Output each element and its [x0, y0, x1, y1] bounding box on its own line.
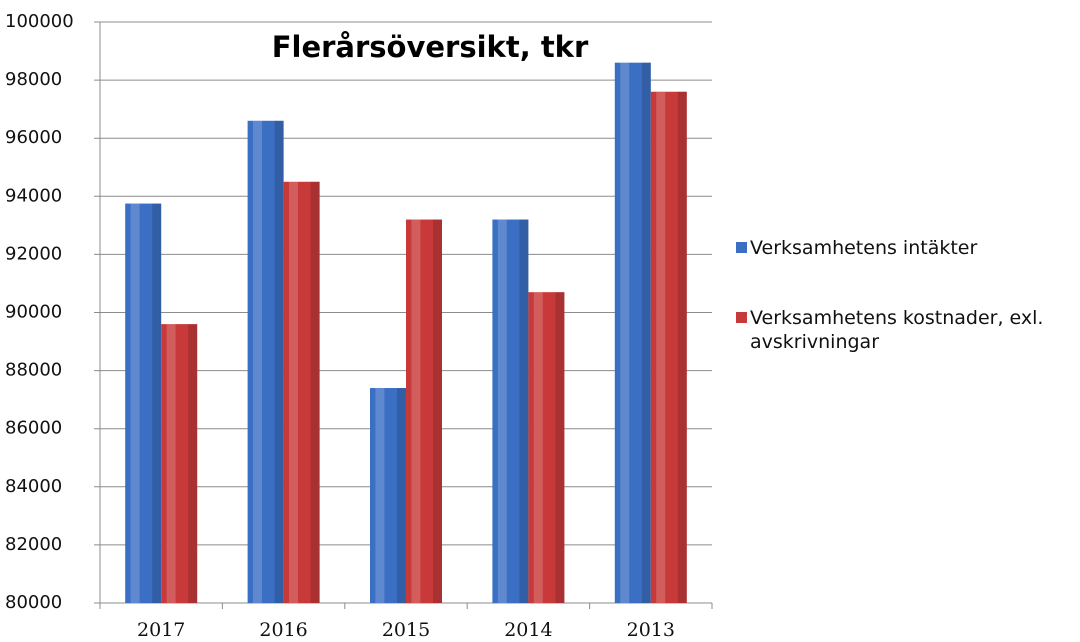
- y-tick-label: 98000: [5, 69, 62, 90]
- bar-highlight: [656, 91, 666, 603]
- x-tick-label: 2015: [382, 619, 430, 641]
- y-tick-label: 90000: [5, 302, 62, 323]
- bar: [614, 62, 651, 604]
- bar-highlight: [253, 120, 262, 604]
- bar: [528, 292, 565, 603]
- bar: [650, 91, 687, 603]
- bar-shade: [310, 181, 320, 603]
- x-tick-label: 2014: [504, 619, 552, 641]
- y-tick-label: 100000: [5, 11, 74, 32]
- bar-shade: [641, 62, 651, 604]
- y-tick-label: 80000: [5, 592, 62, 613]
- y-tick-label: 86000: [5, 418, 62, 439]
- x-tick-label: 2016: [259, 619, 307, 641]
- bar-shade: [397, 388, 406, 603]
- y-tick-label: 88000: [5, 360, 62, 381]
- bar-highlight: [375, 388, 385, 603]
- legend-item: Verksamhetens intäkter: [736, 236, 1076, 260]
- y-tick-label: 96000: [5, 127, 62, 148]
- bar-shade: [519, 219, 529, 604]
- x-tick-label: 2013: [627, 619, 675, 641]
- bar: [492, 219, 529, 604]
- bar: [406, 219, 442, 604]
- x-tick-label: 2017: [137, 619, 185, 641]
- legend-swatch: [736, 242, 747, 253]
- bar: [247, 120, 284, 604]
- legend-label: Verksamhetens intäkter: [750, 237, 978, 259]
- bar-highlight: [620, 62, 630, 604]
- bar-highlight: [411, 219, 421, 604]
- bar: [125, 203, 162, 603]
- bar: [370, 388, 406, 603]
- bar-highlight: [289, 181, 298, 603]
- chart-title: Flerårsöversikt, tkr: [272, 30, 589, 64]
- bar-shade: [433, 219, 442, 604]
- bar-shade: [274, 120, 284, 604]
- bar-highlight: [130, 203, 140, 603]
- y-tick-label: 84000: [5, 476, 62, 497]
- bar: [283, 181, 320, 603]
- bar-shade: [152, 203, 162, 603]
- bar-shade: [555, 292, 565, 603]
- y-tick-label: 82000: [5, 534, 62, 555]
- y-tick-label: 92000: [5, 243, 62, 264]
- bar-shade: [677, 91, 687, 603]
- bar-highlight: [497, 219, 507, 604]
- bar-highlight: [533, 292, 543, 603]
- legend-label: Verksamhetens kostnader, exl. avskrivnin…: [750, 307, 1044, 353]
- y-tick-label: 94000: [5, 185, 62, 206]
- legend-item: Verksamhetens kostnader, exl. avskrivnin…: [736, 306, 1076, 354]
- bar: [161, 324, 198, 603]
- legend-swatch: [736, 312, 747, 323]
- bar-shade: [188, 324, 198, 603]
- bar-highlight: [166, 324, 176, 603]
